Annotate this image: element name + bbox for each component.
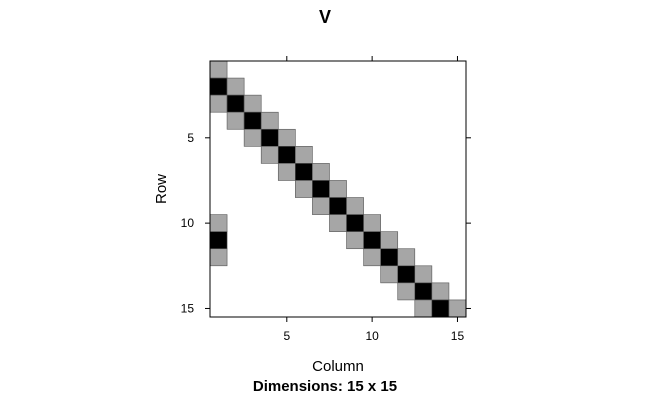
matrix-cell-r4-c4 (260, 111, 279, 130)
matrix-cell-r3-c1 (209, 94, 228, 113)
matrix-cell-r11-c1 (209, 231, 228, 250)
matrix-cell-r14-c13 (414, 282, 433, 301)
dimensions-subtitle: Dimensions: 15 x 15 (253, 378, 397, 395)
matrix-cell-r3-c3 (243, 94, 262, 113)
chart-title: V (319, 7, 331, 27)
matrix-cell-r9-c9 (346, 197, 364, 215)
matrix-cells (209, 60, 467, 318)
matrix-cell-r2-c1 (209, 77, 228, 96)
y-axis-label: Row (153, 174, 170, 204)
matrix-cell-r10-c8 (329, 214, 347, 232)
matrix-cell-r10-c9 (346, 214, 364, 232)
matrix-cell-r7-c5 (277, 163, 296, 181)
y-tick-label-5: 5 (187, 131, 194, 145)
matrix-cell-r5-c5 (277, 128, 296, 147)
matrix-cell-r6-c5 (277, 146, 296, 164)
x-tick-label-10: 10 (365, 329, 379, 343)
matrix-cell-r11-c10 (363, 231, 381, 250)
matrix-cell-r13-c12 (397, 265, 416, 284)
matrix-cell-r12-c10 (363, 248, 381, 267)
matrix-cell-r4-c2 (226, 111, 245, 130)
matrix-cell-r4-c3 (243, 111, 262, 130)
matrix-cell-r9-c7 (312, 197, 330, 215)
matrix-cell-r7-c6 (295, 163, 313, 181)
x-tick-label-5: 5 (283, 329, 290, 343)
matrix-cell-r1-c1 (209, 60, 228, 79)
matrix-cell-r8-c7 (312, 180, 330, 198)
matrix-cell-r13-c13 (414, 265, 433, 284)
matrix-cell-r3-c2 (226, 94, 245, 113)
matrix-cell-r15-c14 (431, 299, 450, 318)
matrix-cell-r13-c11 (380, 265, 399, 284)
matrix-cell-r9-c8 (329, 197, 347, 215)
matrix-cell-r5-c4 (260, 128, 279, 147)
matrix-cell-r8-c8 (329, 180, 347, 198)
matrix-cell-r14-c14 (431, 282, 450, 301)
matrix-cell-r15-c15 (448, 299, 467, 318)
matrix-cell-r6-c4 (260, 146, 279, 164)
matrix-cell-r6-c6 (295, 146, 313, 164)
matrix-cell-r5-c3 (243, 128, 262, 147)
matrix-cell-r12-c1 (209, 248, 228, 267)
matrix-cell-r12-c11 (380, 248, 399, 267)
x-axis-label: Column (312, 358, 364, 375)
matrix-cell-r10-c1 (209, 214, 228, 232)
matrix-cell-r7-c7 (312, 163, 330, 181)
matrix-cell-r15-c13 (414, 299, 433, 318)
matrix-cell-r14-c12 (397, 282, 416, 301)
axis-ticks: 5 10 15 5 10 15 (181, 56, 471, 343)
x-tick-label-15: 15 (451, 329, 465, 343)
plot-frame (209, 60, 467, 318)
matrix-cell-r8-c6 (295, 180, 313, 198)
matrix-cell-r12-c12 (397, 248, 416, 267)
matrix-cell-r10-c10 (363, 214, 381, 232)
matrix-cell-r2-c2 (226, 77, 245, 96)
matrix-cell-r11-c9 (346, 231, 364, 250)
y-tick-label-15: 15 (181, 301, 195, 315)
y-tick-label-10: 10 (181, 216, 195, 230)
matrix-cell-r11-c11 (380, 231, 399, 250)
